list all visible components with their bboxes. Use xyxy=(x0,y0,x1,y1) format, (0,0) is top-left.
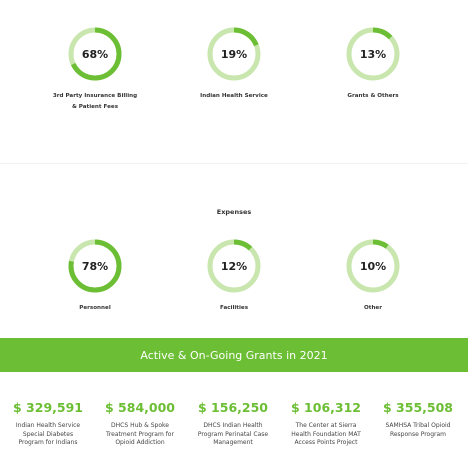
grant-description: Indian Health Service Special Diabetes P… xyxy=(2,422,94,448)
revenue-ring-insurance: 68% xyxy=(67,26,123,82)
grant-description-line1: DHCS Indian Health xyxy=(203,422,263,429)
revenue-percent-ihs: 19% xyxy=(220,47,248,61)
grant-amount: $ 584,000 xyxy=(105,400,175,415)
grant-description-line2: Treatment Program for xyxy=(106,430,174,438)
grant-description: DHCS Hub & Spoke Treatment Program for O… xyxy=(94,422,186,448)
expense-ring-facilities: 12% xyxy=(206,238,262,294)
grant-description-line3: Opioid Addiction xyxy=(115,439,165,446)
expense-percent-facilities: 12% xyxy=(220,259,248,273)
revenue-label-ihs-line1: Indian Health Service xyxy=(200,93,268,99)
grant-description-line1: DHCS Hub & Spoke xyxy=(111,422,169,429)
grant-description: DHCS Indian Health Program Perinatal Cas… xyxy=(187,422,279,448)
grant-amount: $ 355,508 xyxy=(383,400,453,415)
grant-description-line1: SAMHSA Tribal Opioid xyxy=(385,422,451,429)
expense-ring-other: 10% xyxy=(345,238,401,294)
grant-description-line1: The Center at Sierra xyxy=(295,422,357,429)
grant-description-line2: Health Foundation MAT xyxy=(291,430,361,438)
grant-description-line2: Special Diabetes xyxy=(22,430,74,438)
grant-item-samhsa: $ 355,508 SAMHSA Tribal Opioid Response … xyxy=(372,400,464,439)
expense-label-other: Other xyxy=(364,305,382,311)
revenue-label-grants-line1: Grants & Others xyxy=(347,93,399,99)
grant-description-line3: Program for Indians xyxy=(18,439,78,446)
grant-item-dhcs-hub: $ 584,000 DHCS Hub & Spoke Treatment Pro… xyxy=(94,400,186,448)
grant-description: SAMHSA Tribal Opioid Response Program xyxy=(372,422,464,439)
expense-label-facilities: Facilities xyxy=(219,305,249,311)
grant-amount: $ 329,591 xyxy=(13,400,83,415)
revenue-ring-ihs: 19% xyxy=(206,26,262,82)
revenue-ring-grants: 13% xyxy=(345,26,401,82)
grant-description: The Center at Sierra Health Foundation M… xyxy=(280,422,372,448)
grant-amount: $ 106,312 xyxy=(291,400,361,415)
grant-item-sierra-mat: $ 106,312 The Center at Sierra Health Fo… xyxy=(280,400,372,448)
revenue-percent-insurance: 68% xyxy=(81,47,109,61)
grants-banner-title: Active & On-Going Grants in 2021 xyxy=(140,348,328,362)
grant-description-line3: Access Points Project xyxy=(294,439,358,446)
grant-amount: $ 156,250 xyxy=(198,400,268,415)
grants-banner: Active & On-Going Grants in 2021 xyxy=(0,338,468,372)
revenue-label-insurance-line2: & Patient Fees xyxy=(71,104,119,110)
revenue-label-insurance-line1: 3rd Party Insurance Billing xyxy=(52,93,138,99)
expenses-title: Expenses xyxy=(216,208,252,216)
expense-label-personnel: Personnel xyxy=(79,305,111,311)
revenue-percent-grants: 13% xyxy=(359,47,387,61)
revenue-label-grants: Grants & Others xyxy=(313,91,433,102)
expense-percent-personnel: 78% xyxy=(81,259,109,273)
grant-description-line2: Program Perinatal Case xyxy=(197,430,269,438)
grant-description-line1: Indian Health Service xyxy=(15,422,81,429)
grant-description-line2: Response Program xyxy=(389,430,447,438)
revenue-label-insurance: 3rd Party Insurance Billing & Patient Fe… xyxy=(35,91,155,113)
grant-description-line3: Management xyxy=(213,439,253,446)
revenue-label-ihs: Indian Health Service xyxy=(174,91,294,102)
grant-item-ihs-diabetes: $ 329,591 Indian Health Service Special … xyxy=(2,400,94,448)
expense-ring-personnel: 78% xyxy=(67,238,123,294)
expense-percent-other: 10% xyxy=(359,259,387,273)
grant-item-dhcs-perinatal: $ 156,250 DHCS Indian Health Program Per… xyxy=(187,400,279,448)
section-divider xyxy=(0,163,468,164)
